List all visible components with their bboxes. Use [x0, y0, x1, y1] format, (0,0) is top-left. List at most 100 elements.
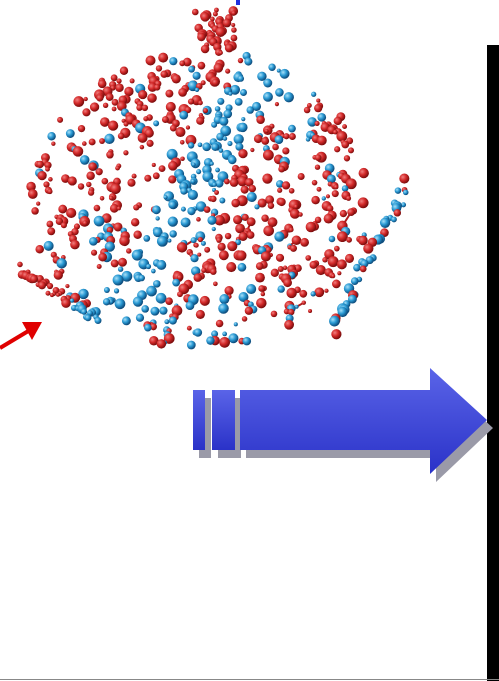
atom — [345, 254, 354, 263]
atom — [249, 185, 256, 192]
atom — [230, 178, 239, 187]
atom — [196, 117, 204, 125]
atom — [219, 337, 230, 348]
atom — [103, 298, 110, 305]
atom — [190, 254, 198, 262]
atom — [165, 297, 173, 305]
atom — [118, 133, 125, 140]
atom — [123, 150, 128, 155]
atom — [317, 187, 322, 192]
atom — [127, 179, 135, 187]
atom — [78, 125, 85, 132]
atom — [314, 104, 322, 112]
atom — [99, 138, 105, 144]
atom — [308, 309, 312, 313]
atom — [225, 44, 234, 53]
atom — [363, 243, 373, 253]
atom — [103, 103, 108, 108]
atom — [104, 287, 110, 293]
atom — [322, 196, 326, 200]
atom — [399, 174, 409, 184]
atom — [247, 192, 257, 202]
atom — [263, 79, 272, 88]
atom — [284, 92, 294, 102]
atom — [332, 190, 339, 197]
atom — [120, 67, 128, 75]
page: (() => { const g = document.getElementBy… — [0, 0, 499, 681]
atom — [45, 167, 50, 172]
atom — [133, 231, 141, 239]
atom — [188, 142, 194, 148]
atom — [140, 145, 145, 150]
atom — [207, 216, 216, 225]
atom — [228, 156, 236, 164]
atom — [187, 326, 192, 331]
atom — [225, 69, 230, 74]
atom — [333, 130, 338, 135]
atom — [216, 237, 222, 243]
atom — [210, 196, 216, 202]
atom — [115, 298, 126, 309]
atom — [261, 214, 268, 221]
atom — [197, 33, 205, 41]
atom — [31, 207, 38, 214]
atom — [268, 64, 275, 71]
atom — [102, 178, 109, 185]
atom — [315, 121, 320, 126]
atom — [78, 183, 84, 189]
atom — [94, 205, 101, 212]
atom — [358, 197, 369, 208]
atom — [283, 278, 292, 287]
atom — [37, 171, 46, 180]
atom — [168, 161, 178, 171]
atom — [159, 307, 167, 315]
atom — [233, 215, 242, 224]
atom — [227, 141, 232, 146]
atom — [261, 137, 269, 145]
atom — [219, 250, 229, 260]
atom — [283, 133, 289, 139]
atom — [70, 240, 80, 250]
atom — [106, 93, 114, 101]
atom — [90, 102, 99, 111]
atom — [263, 225, 274, 236]
atom — [271, 269, 279, 277]
atom — [85, 314, 92, 321]
atom — [188, 66, 195, 73]
atom — [214, 190, 219, 195]
atom — [106, 151, 114, 159]
atom — [82, 108, 90, 116]
atom — [130, 78, 135, 83]
atom — [277, 188, 282, 193]
atom — [206, 336, 214, 344]
atom — [274, 232, 284, 242]
atom — [84, 97, 88, 101]
atom — [86, 172, 95, 181]
atom — [344, 155, 350, 161]
atom — [202, 142, 211, 151]
atom — [263, 150, 274, 161]
atom — [97, 264, 102, 269]
atom — [245, 307, 253, 315]
atom — [187, 341, 196, 350]
atom — [54, 270, 63, 279]
atom — [306, 137, 311, 142]
atom — [231, 27, 237, 33]
atom — [138, 90, 147, 99]
atom — [152, 205, 161, 214]
atom — [66, 208, 76, 218]
atom — [275, 135, 284, 144]
atom — [47, 189, 52, 194]
atom — [263, 92, 273, 102]
atom — [300, 238, 309, 247]
atom — [224, 179, 230, 185]
atom — [68, 176, 77, 185]
atom — [240, 89, 247, 96]
atom — [290, 209, 300, 219]
atom — [57, 117, 63, 123]
atom — [337, 271, 341, 275]
atom — [329, 236, 336, 243]
atom — [219, 148, 224, 153]
atom — [167, 239, 171, 243]
atom — [403, 190, 409, 196]
